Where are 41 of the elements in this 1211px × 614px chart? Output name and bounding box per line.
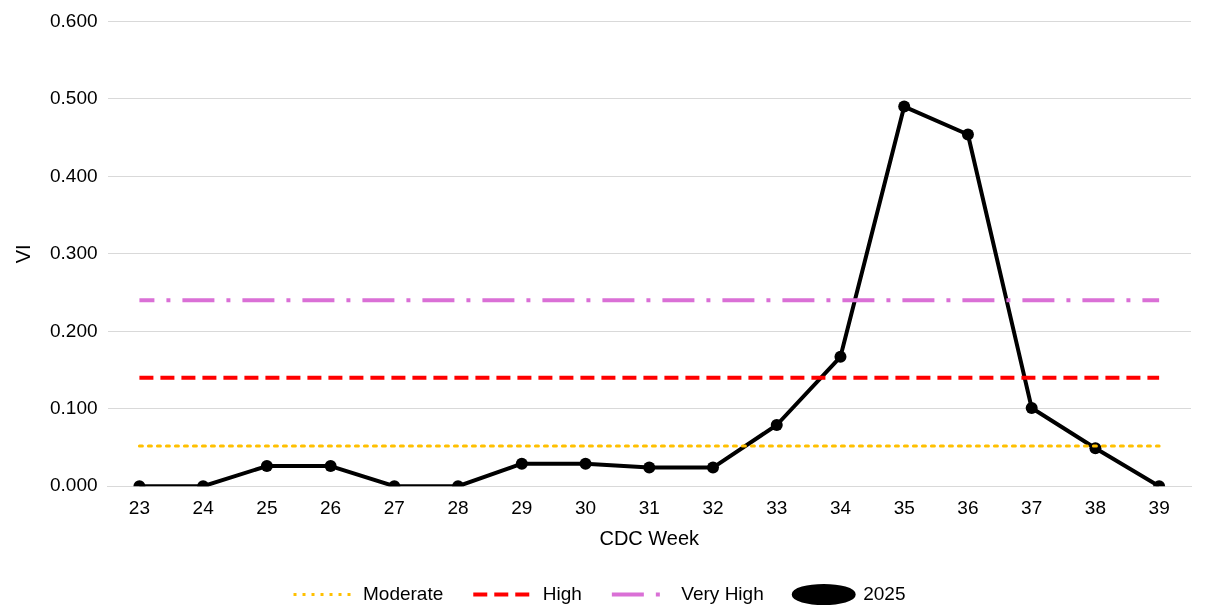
x-tick-label: 39: [1148, 496, 1170, 518]
x-tick-label: 36: [957, 496, 979, 518]
x-tick-label: 34: [829, 496, 852, 518]
x-tick-label: 33: [766, 496, 788, 518]
x-axis-title: CDC Week: [599, 526, 701, 549]
point: [898, 100, 911, 113]
point: [579, 457, 592, 470]
y-tick-label: 0.000: [50, 474, 98, 496]
point: [515, 457, 528, 470]
legend-label: 2025: [863, 582, 906, 604]
x-tick-label: 32: [702, 496, 724, 518]
x-tick-label: 29: [511, 496, 533, 518]
point: [260, 460, 273, 473]
x-tick-label: 31: [638, 496, 660, 518]
point: [834, 350, 847, 363]
x-tick-label: 30: [574, 496, 597, 518]
x-tick-label: 27: [383, 496, 405, 518]
point: [770, 419, 783, 431]
point: [643, 461, 656, 474]
y-tick-label: 0.500: [50, 87, 98, 109]
x-tick-label: 38: [1084, 496, 1106, 518]
legend-label: Very High: [681, 582, 764, 604]
x-tick-label: 37: [1021, 496, 1043, 518]
point: [1025, 401, 1038, 414]
legend-label: Moderate: [363, 582, 444, 604]
x-tick-label: 28: [447, 496, 469, 518]
y-tick-label: 0.600: [50, 9, 98, 31]
x-tick-label: 24: [192, 496, 215, 518]
y-tick-label: 0.100: [50, 396, 98, 418]
x-tick-label: 26: [320, 496, 342, 518]
legend-label: High: [542, 582, 582, 604]
x-tick-label: 35: [893, 496, 915, 518]
point: [324, 460, 337, 473]
point: [961, 128, 974, 141]
y-tick-label: 0.400: [50, 164, 98, 186]
y-tick-label: 0.300: [50, 242, 98, 264]
x-tick-label: 23: [128, 496, 150, 518]
x-tick-label: 25: [256, 496, 278, 518]
point: [707, 461, 720, 474]
y-axis-title: VI: [11, 244, 34, 264]
y-tick-label: 0.200: [50, 319, 98, 341]
